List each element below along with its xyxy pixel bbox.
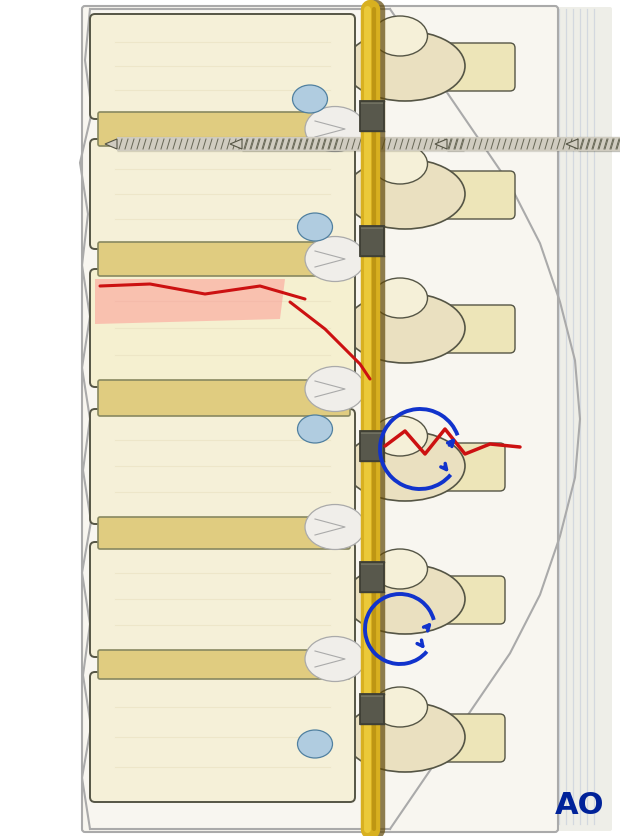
FancyBboxPatch shape bbox=[98, 242, 350, 277]
Bar bbox=[360, 563, 384, 592]
Ellipse shape bbox=[305, 237, 365, 283]
FancyBboxPatch shape bbox=[425, 44, 515, 92]
Bar bbox=[360, 102, 384, 132]
Ellipse shape bbox=[345, 564, 465, 635]
FancyBboxPatch shape bbox=[90, 543, 355, 657]
Ellipse shape bbox=[345, 293, 465, 364]
FancyBboxPatch shape bbox=[388, 8, 612, 831]
Ellipse shape bbox=[345, 702, 465, 772]
Ellipse shape bbox=[373, 145, 428, 185]
Ellipse shape bbox=[305, 505, 365, 550]
Ellipse shape bbox=[293, 86, 327, 114]
Ellipse shape bbox=[305, 637, 365, 681]
Ellipse shape bbox=[305, 367, 365, 412]
Bar bbox=[360, 694, 384, 724]
Polygon shape bbox=[95, 280, 285, 324]
Bar bbox=[360, 431, 384, 461]
FancyBboxPatch shape bbox=[425, 714, 505, 762]
Ellipse shape bbox=[373, 416, 428, 456]
Ellipse shape bbox=[345, 431, 465, 502]
Text: AO: AO bbox=[555, 790, 604, 819]
FancyBboxPatch shape bbox=[90, 410, 355, 524]
Polygon shape bbox=[230, 140, 242, 150]
Ellipse shape bbox=[373, 278, 428, 319]
FancyBboxPatch shape bbox=[425, 443, 505, 492]
FancyBboxPatch shape bbox=[98, 113, 350, 147]
FancyBboxPatch shape bbox=[98, 650, 350, 679]
FancyBboxPatch shape bbox=[98, 380, 350, 416]
FancyBboxPatch shape bbox=[82, 7, 558, 832]
FancyBboxPatch shape bbox=[425, 306, 515, 354]
Polygon shape bbox=[435, 140, 447, 150]
Ellipse shape bbox=[345, 32, 465, 102]
FancyBboxPatch shape bbox=[90, 15, 355, 120]
Ellipse shape bbox=[298, 415, 332, 443]
Bar bbox=[360, 227, 384, 257]
Ellipse shape bbox=[305, 107, 365, 152]
Ellipse shape bbox=[345, 160, 465, 230]
Ellipse shape bbox=[373, 549, 428, 589]
FancyBboxPatch shape bbox=[98, 517, 350, 549]
Ellipse shape bbox=[298, 214, 332, 242]
FancyBboxPatch shape bbox=[90, 140, 355, 250]
FancyBboxPatch shape bbox=[425, 576, 505, 624]
FancyBboxPatch shape bbox=[425, 171, 515, 220]
Ellipse shape bbox=[373, 687, 428, 727]
Ellipse shape bbox=[373, 17, 428, 57]
FancyBboxPatch shape bbox=[90, 672, 355, 802]
Polygon shape bbox=[105, 140, 117, 150]
Polygon shape bbox=[566, 140, 578, 150]
FancyBboxPatch shape bbox=[90, 270, 355, 388]
Ellipse shape bbox=[298, 730, 332, 758]
